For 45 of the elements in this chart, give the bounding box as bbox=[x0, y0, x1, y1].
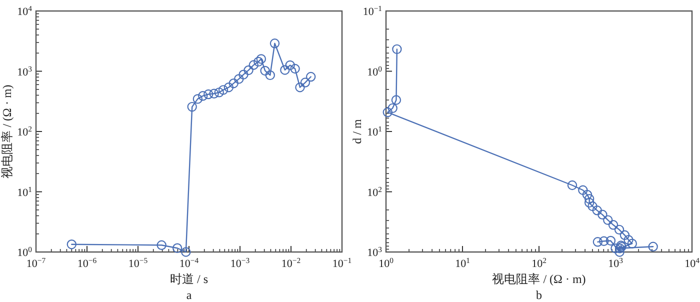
point bbox=[218, 85, 228, 95]
x-axis-title: 视电阻率 / (Ω · m) bbox=[492, 272, 586, 286]
point bbox=[244, 65, 254, 76]
point bbox=[192, 94, 203, 104]
y-tick-label: 10$^{2}$ bbox=[17, 124, 32, 138]
y-tick-label: 10$^{2}$ bbox=[367, 184, 382, 199]
point bbox=[204, 89, 214, 100]
x-tick-label: 10$^{−4}$ bbox=[179, 256, 199, 270]
y-tick-label: 10$^{1}$ bbox=[367, 124, 382, 138]
y-tick-label: 10$^{3}$ bbox=[17, 64, 32, 78]
y-axis-title: d / m bbox=[350, 118, 364, 144]
point bbox=[248, 60, 258, 70]
x-tick-label: 10$^{1}$ bbox=[455, 256, 470, 270]
point bbox=[214, 88, 224, 98]
y-axis-title: 视电阻率 / (Ω · m) bbox=[0, 84, 14, 178]
point bbox=[254, 56, 264, 67]
y-tick-label: 10$^{4}$ bbox=[17, 4, 32, 18]
x-tick-label: 10$^{−1}$ bbox=[332, 256, 352, 270]
point bbox=[234, 74, 244, 84]
point bbox=[224, 82, 234, 92]
point bbox=[181, 247, 191, 257]
point bbox=[209, 88, 219, 98]
x-tick-label: 10$^{−6}$ bbox=[77, 256, 97, 270]
x-tick-label: 10$^{4}$ bbox=[684, 256, 700, 270]
y-tick-label: 10$^{1}$ bbox=[17, 184, 32, 199]
x-axis-title: 时道 / s bbox=[170, 272, 208, 286]
y-tick-label: 10$^{−1}$ bbox=[362, 4, 382, 18]
x-tick-label: 10$^{−5}$ bbox=[128, 256, 148, 270]
point bbox=[198, 91, 208, 101]
point bbox=[280, 65, 290, 75]
y-tick-label: 10$^{0}$ bbox=[367, 64, 382, 78]
text: a bbox=[186, 288, 192, 302]
x-tick-label: 10$^{2}$ bbox=[532, 256, 547, 270]
point bbox=[228, 78, 238, 88]
text: b bbox=[536, 288, 542, 302]
x-tick-label: 10$^{−2}$ bbox=[281, 256, 301, 270]
x-tick-label: 10$^{3}$ bbox=[608, 256, 624, 270]
x-tick-label: 10$^{−3}$ bbox=[230, 256, 250, 270]
point bbox=[295, 82, 305, 92]
point bbox=[306, 72, 316, 82]
point bbox=[300, 78, 310, 88]
point bbox=[238, 70, 248, 80]
point bbox=[290, 64, 300, 74]
point bbox=[285, 60, 295, 70]
point bbox=[187, 102, 197, 112]
